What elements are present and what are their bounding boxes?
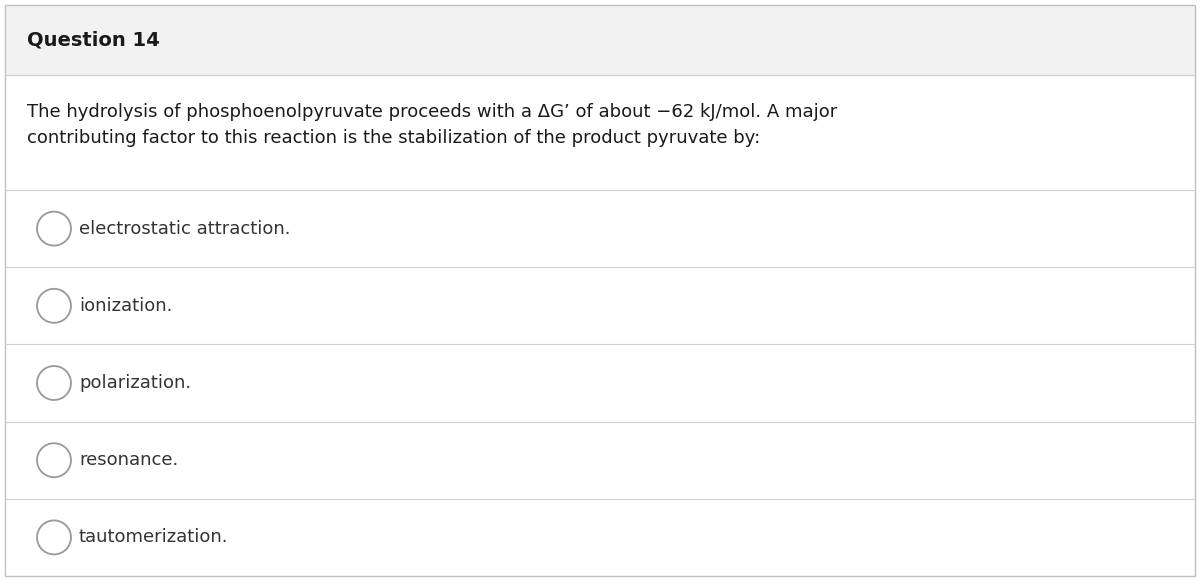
Text: tautomerization.: tautomerization. (79, 528, 228, 546)
Text: contributing factor to this reaction is the stabilization of the product pyruvat: contributing factor to this reaction is … (28, 129, 761, 147)
Text: Question 14: Question 14 (28, 30, 160, 49)
Bar (5, 5, 1194, 75)
Text: electrostatic attraction.: electrostatic attraction. (79, 220, 290, 238)
Ellipse shape (37, 289, 71, 323)
Text: The hydrolysis of phosphoenolpyruvate proceeds with a ΔGʼ of about −62 kJ/mol. A: The hydrolysis of phosphoenolpyruvate pr… (28, 103, 838, 121)
Ellipse shape (37, 443, 71, 477)
Text: ionization.: ionization. (79, 297, 173, 315)
Ellipse shape (37, 521, 71, 554)
Ellipse shape (37, 366, 71, 400)
Text: polarization.: polarization. (79, 374, 191, 392)
Text: resonance.: resonance. (79, 451, 179, 469)
Ellipse shape (37, 211, 71, 246)
